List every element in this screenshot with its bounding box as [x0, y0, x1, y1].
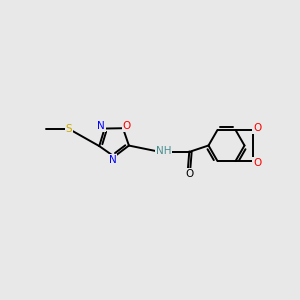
Text: S: S: [66, 124, 72, 134]
Text: NH: NH: [156, 146, 171, 157]
Text: O: O: [253, 123, 261, 134]
Text: O: O: [185, 169, 193, 179]
Text: O: O: [253, 158, 261, 168]
Text: O: O: [122, 121, 131, 131]
Text: N: N: [109, 155, 117, 165]
Text: N: N: [97, 121, 105, 131]
